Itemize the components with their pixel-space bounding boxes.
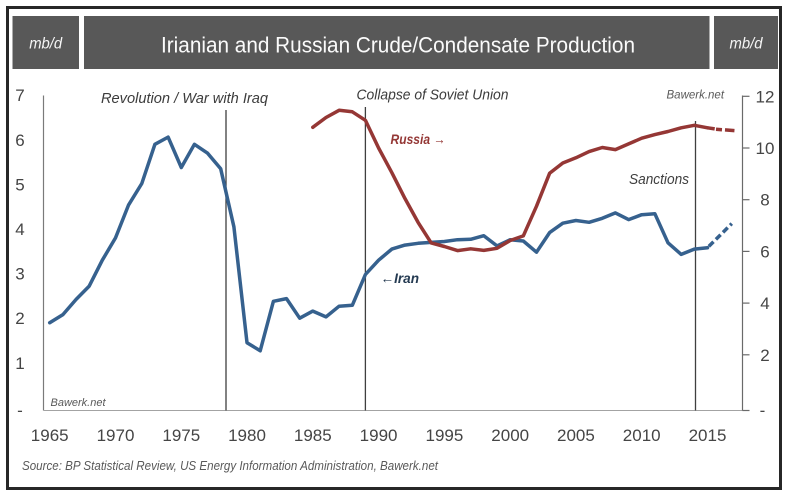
svg-text:1995: 1995 [425,426,463,445]
svg-text:2: 2 [15,309,24,328]
svg-text:mb/d: mb/d [29,36,63,53]
svg-text:2010: 2010 [623,426,661,445]
svg-text:-: - [760,401,766,420]
svg-text:mb/d: mb/d [730,36,764,53]
svg-text:Source: BP Statistical Review,: Source: BP Statistical Review, US Energy… [22,458,439,473]
svg-text:2: 2 [760,346,769,365]
svg-text:6: 6 [15,131,24,150]
svg-text:-: - [17,401,23,420]
svg-text:1980: 1980 [228,426,266,445]
svg-text:Revolution / War with Iraq: Revolution / War with Iraq [101,90,269,107]
svg-text:1975: 1975 [162,426,200,445]
svg-text:1970: 1970 [97,426,135,445]
svg-text:Bawerk.net: Bawerk.net [51,397,107,409]
svg-text:Bawerk.net: Bawerk.net [667,90,725,102]
svg-text:1965: 1965 [31,426,69,445]
svg-text:2005: 2005 [557,426,595,445]
svg-text:7: 7 [15,86,24,105]
svg-text:1990: 1990 [360,426,398,445]
svg-text:5: 5 [15,175,24,194]
svg-text:2015: 2015 [689,426,727,445]
svg-text:Russia →: Russia → [391,131,446,147]
svg-text:4: 4 [15,220,24,239]
svg-text:←Iran: ←Iran [381,270,420,286]
svg-text:Collapse of Soviet Union: Collapse of Soviet Union [357,87,509,104]
svg-text:12: 12 [756,87,775,106]
svg-text:4: 4 [760,294,769,313]
svg-text:6: 6 [760,242,769,261]
svg-text:1: 1 [15,354,24,373]
svg-text:Irianian and Russian Crude/Con: Irianian and Russian Crude/Condensate Pr… [161,33,635,58]
svg-text:8: 8 [760,191,769,210]
svg-text:1985: 1985 [294,426,332,445]
svg-text:10: 10 [756,139,775,158]
svg-text:2000: 2000 [491,426,529,445]
svg-text:Sanctions: Sanctions [629,171,689,188]
svg-text:3: 3 [15,265,24,284]
